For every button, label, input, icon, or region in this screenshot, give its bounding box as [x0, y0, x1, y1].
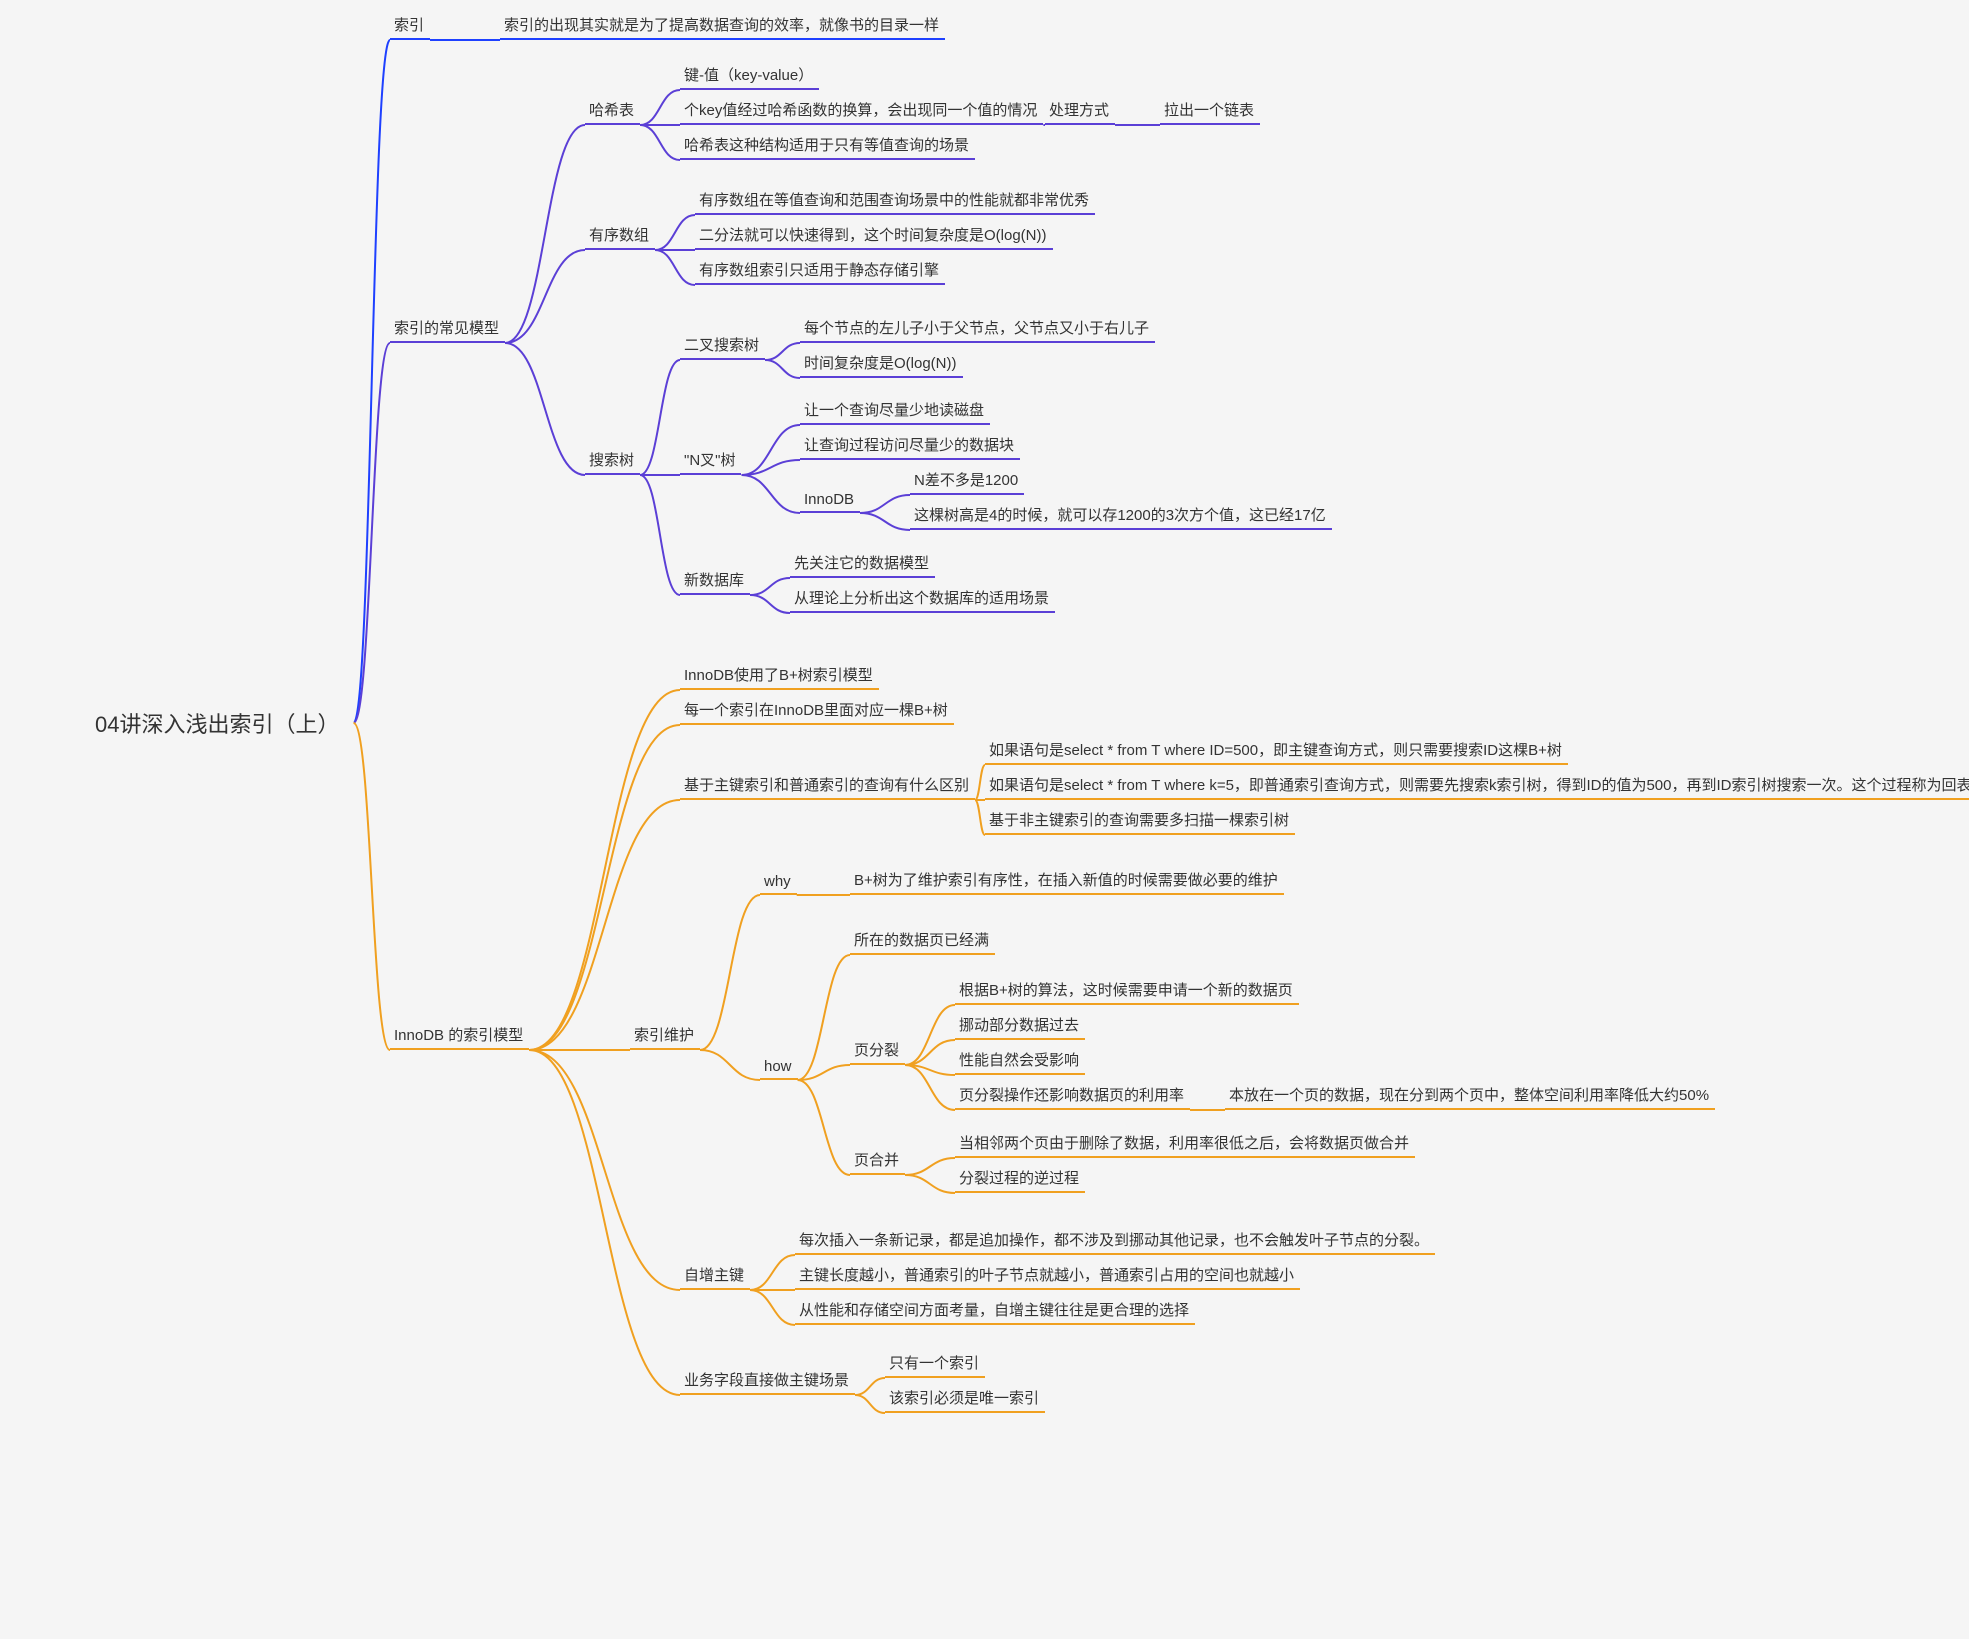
edge — [529, 690, 680, 1050]
edge — [975, 800, 985, 835]
node-n_auto[interactable]: 自增主键 — [680, 1264, 750, 1290]
node-n_biz_2[interactable]: 该索引必须是唯一索引 — [885, 1387, 1045, 1413]
root-node[interactable]: 04讲深入浅出索引（上） — [95, 707, 339, 739]
edge — [640, 90, 680, 125]
node-n_auto_3[interactable]: 从性能和存储空间方面考量，自增主键往往是更合理的选择 — [795, 1299, 1195, 1325]
edge — [905, 1175, 955, 1193]
node-n_split_new[interactable]: 根据B+树的算法，这时候需要申请一个新的数据页 — [955, 979, 1299, 1005]
edge — [640, 360, 680, 475]
node-n_hash_col_l[interactable]: 拉出一个链表 — [1160, 99, 1260, 125]
edge — [529, 1050, 680, 1395]
edge — [798, 1065, 850, 1080]
edge — [798, 955, 850, 1080]
edge — [975, 765, 985, 800]
node-n_pk_diff[interactable]: 基于主键索引和普通索引的查询有什么区别 — [680, 774, 975, 800]
node-n_merge[interactable]: 页合并 — [850, 1149, 905, 1175]
node-n_maint[interactable]: 索引维护 — [630, 1024, 700, 1050]
node-n_hash[interactable]: 哈希表 — [585, 99, 640, 125]
node-n_how[interactable]: how — [760, 1058, 798, 1080]
node-n_ntree[interactable]: "N叉"树 — [680, 449, 741, 475]
edge — [741, 460, 800, 475]
edge — [655, 250, 695, 285]
edge — [655, 215, 695, 250]
edge — [855, 1395, 885, 1413]
edge — [505, 250, 585, 343]
node-n_hash_kv[interactable]: 键-值（key-value） — [680, 64, 819, 90]
edge — [741, 425, 800, 475]
edge — [905, 1065, 955, 1110]
node-n_merge_d2[interactable]: 分裂过程的逆过程 — [955, 1167, 1085, 1193]
edge — [640, 125, 680, 160]
edge — [860, 513, 910, 530]
node-n_hash_col[interactable]: 个key值经过哈希函数的换算，会出现同一个值的情况 — [680, 99, 1043, 125]
edge — [353, 40, 390, 723]
node-n_ntree_disk[interactable]: 让一个查询尽量少地读磁盘 — [800, 399, 990, 425]
edge — [529, 725, 680, 1050]
mindmap-canvas: 04讲深入浅出索引（上） 索引 索引的出现其实就是为了提高数据查询的效率，就像书的目… — [0, 0, 1969, 1615]
node-n_split_mv[interactable]: 挪动部分数据过去 — [955, 1014, 1085, 1040]
node-n_auto_1[interactable]: 每次插入一条新记录，都是追加操作，都不涉及到挪动其他记录，也不会触发叶子节点的分… — [795, 1229, 1435, 1255]
edge — [750, 578, 790, 595]
edge — [529, 800, 680, 1050]
node-n_auto_2[interactable]: 主键长度越小，普通索引的叶子节点就越小，普通索引占用的空间也就越小 — [795, 1264, 1300, 1290]
edge — [700, 895, 760, 1050]
node-n_ntree_1200[interactable]: N差不多是1200 — [910, 469, 1024, 495]
node-n_how_full[interactable]: 所在的数据页已经满 — [850, 929, 995, 955]
node-n_model[interactable]: 索引的常见模型 — [390, 317, 505, 343]
edge — [353, 343, 390, 723]
edge — [750, 595, 790, 613]
edge — [765, 343, 800, 360]
edge — [765, 360, 800, 378]
node-n_arr_static[interactable]: 有序数组索引只适用于静态存储引擎 — [695, 259, 945, 285]
node-n_bst[interactable]: 二叉搜索树 — [680, 334, 765, 360]
edge — [505, 343, 585, 475]
node-n_bst_prop[interactable]: 每个节点的左儿子小于父节点，父节点又小于右儿子 — [800, 317, 1155, 343]
node-n_hash_col_m[interactable]: 处理方式 — [1045, 99, 1115, 125]
node-n_split[interactable]: 页分裂 — [850, 1039, 905, 1065]
node-n_arr[interactable]: 有序数组 — [585, 224, 655, 250]
node-n_pk_extra[interactable]: 基于非主键索引的查询需要多扫描一棵索引树 — [985, 809, 1295, 835]
edge — [529, 1050, 680, 1290]
node-n_idx[interactable]: 索引 — [390, 14, 430, 40]
edge — [905, 1158, 955, 1175]
node-n_idx_desc[interactable]: 索引的出现其实就是为了提高数据查询的效率，就像书的目录一样 — [500, 14, 945, 40]
node-n_newdb[interactable]: 新数据库 — [680, 569, 750, 595]
node-n_biz[interactable]: 业务字段直接做主键场景 — [680, 1369, 855, 1395]
node-n_inno_each[interactable]: 每一个索引在InnoDB里面对应一棵B+树 — [680, 699, 954, 725]
edge — [750, 1290, 795, 1325]
node-n_pk_sec[interactable]: 如果语句是select * from T where k=5，即普通索引查询方式… — [985, 774, 1969, 800]
node-n_inno_bpt[interactable]: InnoDB使用了B+树索引模型 — [680, 664, 879, 690]
edge — [640, 475, 680, 595]
edge — [860, 495, 910, 513]
node-n_split_util[interactable]: 页分裂操作还影响数据页的利用率 — [955, 1084, 1190, 1110]
node-n_why[interactable]: why — [760, 873, 797, 895]
node-n_why_d[interactable]: B+树为了维护索引有序性，在插入新值的时候需要做必要的维护 — [850, 869, 1284, 895]
edge — [353, 723, 390, 1050]
edge — [741, 475, 800, 513]
node-n_stree[interactable]: 搜索树 — [585, 449, 640, 475]
node-n_arr_bin[interactable]: 二分法就可以快速得到，这个时间复杂度是O(log(N)) — [695, 224, 1053, 250]
edge — [855, 1378, 885, 1395]
node-n_pk_sel[interactable]: 如果语句是select * from T where ID=500，即主键查询方… — [985, 739, 1568, 765]
edge — [905, 1005, 955, 1065]
edge — [798, 1080, 850, 1175]
node-n_biz_1[interactable]: 只有一个索引 — [885, 1352, 985, 1378]
node-n_arr_perf[interactable]: 有序数组在等值查询和范围查询场景中的性能就都非常优秀 — [695, 189, 1095, 215]
edge — [750, 1255, 795, 1290]
node-n_ntree_inno[interactable]: InnoDB — [800, 491, 860, 513]
edge — [905, 1040, 955, 1065]
node-n_merge_d1[interactable]: 当相邻两个页由于删除了数据，利用率很低之后，会将数据页做合并 — [955, 1132, 1415, 1158]
node-n_newdb_t[interactable]: 从理论上分析出这个数据库的适用场景 — [790, 587, 1055, 613]
node-n_newdb_d[interactable]: 先关注它的数据模型 — [790, 552, 935, 578]
edge — [700, 1050, 760, 1080]
node-n_ntree_17y[interactable]: 这棵树高是4的时候，就可以存1200的3次方个值，这已经17亿 — [910, 504, 1332, 530]
edge — [505, 125, 585, 343]
edge — [905, 1065, 955, 1075]
node-n_inno[interactable]: InnoDB 的索引模型 — [390, 1024, 529, 1050]
node-n_split_util2[interactable]: 本放在一个页的数据，现在分到两个页中，整体空间利用率降低大约50% — [1225, 1084, 1715, 1110]
node-n_ntree_blk[interactable]: 让查询过程访问尽量少的数据块 — [800, 434, 1020, 460]
node-n_hash_eq[interactable]: 哈希表这种结构适用于只有等值查询的场景 — [680, 134, 975, 160]
node-n_bst_log[interactable]: 时间复杂度是O(log(N)) — [800, 352, 963, 378]
node-n_split_perf[interactable]: 性能自然会受影响 — [955, 1049, 1085, 1075]
